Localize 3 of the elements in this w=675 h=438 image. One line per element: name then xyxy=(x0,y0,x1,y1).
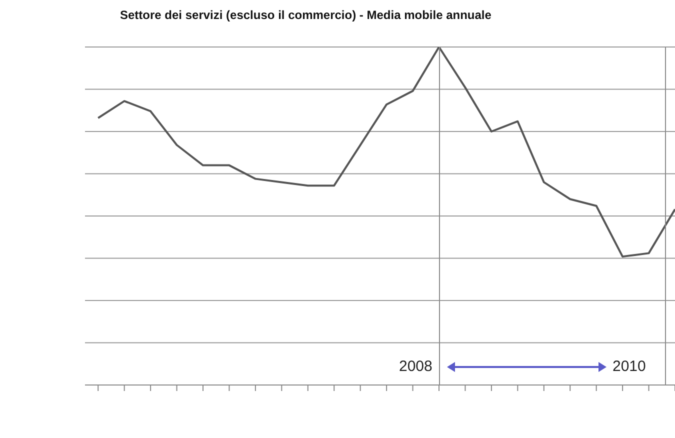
chart-title: Settore dei servizi (escluso il commercio) - Media mobile annuale xyxy=(120,8,492,22)
annotation: 2008 xyxy=(399,358,432,375)
annotation: 2010 xyxy=(612,358,646,375)
